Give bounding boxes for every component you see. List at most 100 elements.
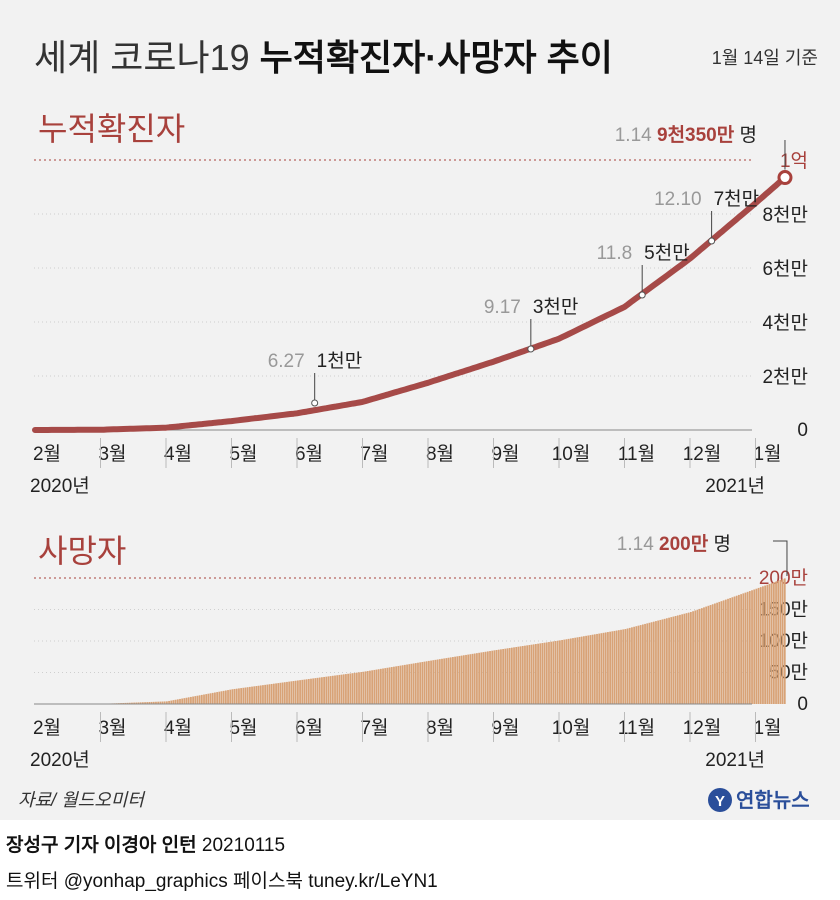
death-bar-112	[279, 682, 282, 704]
death-bar-215	[504, 648, 507, 704]
month-label-2-8: 10월	[552, 717, 591, 739]
month-label-1-11: 1월	[753, 443, 781, 465]
death-bar-250	[580, 636, 583, 704]
death-bar-248	[576, 637, 579, 704]
death-bar-265	[613, 630, 616, 704]
death-bar-156	[375, 669, 378, 704]
death-bar-330	[755, 588, 758, 704]
death-bar-254	[589, 635, 592, 704]
milestone-date-0: 6.27	[268, 351, 305, 372]
death-bar-204	[480, 652, 483, 704]
death-bar-46	[135, 702, 138, 704]
death-bar-124	[305, 679, 308, 704]
death-bar-272	[628, 627, 631, 704]
death-bar-84	[218, 691, 221, 704]
death-bar-294	[676, 615, 679, 704]
month-label-2-9: 11월	[618, 717, 655, 739]
death-bar-253	[587, 635, 590, 704]
death-bar-87	[224, 690, 227, 704]
death-bar-59	[163, 701, 166, 704]
death-bar-234	[545, 642, 548, 704]
death-bar-94	[240, 688, 243, 704]
death-bar-149	[360, 672, 363, 704]
death-bar-53	[150, 701, 153, 704]
death-bar-217	[508, 648, 511, 704]
death-bar-320	[733, 596, 736, 704]
death-bar-229	[534, 644, 537, 704]
death-bar-281	[648, 622, 651, 704]
latest-cases-unit: 명	[734, 124, 757, 146]
death-bar-138	[336, 675, 339, 704]
death-bar-302	[694, 610, 697, 704]
death-bar-135	[329, 676, 332, 704]
credit-reporters-line: 장성구 기자 이경아 인턴 20210115	[6, 830, 285, 857]
death-bar-264	[611, 631, 614, 704]
death-bar-170	[406, 664, 408, 704]
death-bar-144	[349, 673, 352, 704]
death-bar-99	[251, 686, 253, 704]
death-bar-152	[366, 671, 369, 704]
death-bar-299	[687, 612, 690, 704]
cases-ytick-0: 0	[797, 420, 808, 441]
death-bar-126	[310, 678, 312, 704]
death-bar-137	[334, 675, 336, 704]
month-label-2-4: 6월	[295, 717, 323, 739]
cases-ytick-5: 1억	[780, 150, 808, 172]
death-bar-263	[609, 631, 612, 704]
death-bar-163	[390, 667, 393, 704]
death-bar-101	[255, 686, 258, 704]
death-bar-158	[379, 668, 382, 704]
month-label-2-2: 4월	[164, 717, 192, 739]
death-bar-72	[192, 696, 194, 704]
death-bar-123	[303, 679, 306, 704]
death-bar-245	[569, 638, 572, 704]
cases-ytick-3: 6천만	[762, 258, 808, 280]
death-bar-239	[556, 640, 559, 704]
milestone-label-1: 3천만	[533, 296, 579, 318]
death-bar-287	[661, 619, 664, 704]
title-space	[250, 37, 260, 78]
death-bar-280	[646, 623, 649, 704]
death-bar-131	[321, 677, 323, 704]
death-bar-324	[742, 593, 745, 704]
death-bar-183	[434, 659, 437, 704]
death-bar-75	[198, 695, 201, 704]
death-bar-290	[668, 617, 670, 704]
death-bar-218	[510, 647, 513, 704]
month-label-1-7: 9월	[491, 443, 519, 465]
death-bar-58	[161, 701, 164, 704]
death-bar-80	[209, 693, 212, 704]
death-bar-286	[659, 619, 662, 704]
latest-deaths-label: 1.14 200만 명	[617, 533, 731, 555]
death-bar-187	[443, 658, 446, 704]
death-bar-240	[559, 640, 561, 704]
death-bar-338	[772, 582, 775, 704]
death-bar-78	[205, 694, 208, 704]
death-bar-177	[421, 661, 424, 704]
death-bar-120	[297, 680, 299, 704]
death-bar-249	[578, 636, 581, 704]
death-bar-178	[423, 661, 426, 704]
death-bar-164	[393, 666, 395, 704]
death-bar-140	[340, 674, 343, 704]
death-bar-199	[469, 654, 472, 704]
death-bar-139	[338, 674, 341, 704]
death-bar-104	[262, 685, 264, 704]
milestone-date-2: 11.8	[597, 243, 633, 264]
death-bar-292	[672, 616, 675, 704]
death-bar-133	[325, 676, 328, 704]
death-bar-70	[187, 697, 190, 704]
death-bar-298	[685, 613, 688, 704]
death-bar-251	[583, 636, 585, 704]
death-bar-219	[513, 647, 515, 704]
death-bar-297	[683, 613, 686, 704]
cases-line	[32, 174, 788, 433]
death-bar-134	[327, 676, 330, 704]
death-bar-196	[462, 655, 465, 704]
death-bar-319	[731, 597, 734, 704]
death-bar-136	[331, 675, 334, 704]
death-bar-56	[157, 701, 160, 704]
milestone-dot-3	[708, 237, 716, 245]
death-bar-44	[131, 702, 133, 704]
death-bar-246	[572, 638, 574, 704]
